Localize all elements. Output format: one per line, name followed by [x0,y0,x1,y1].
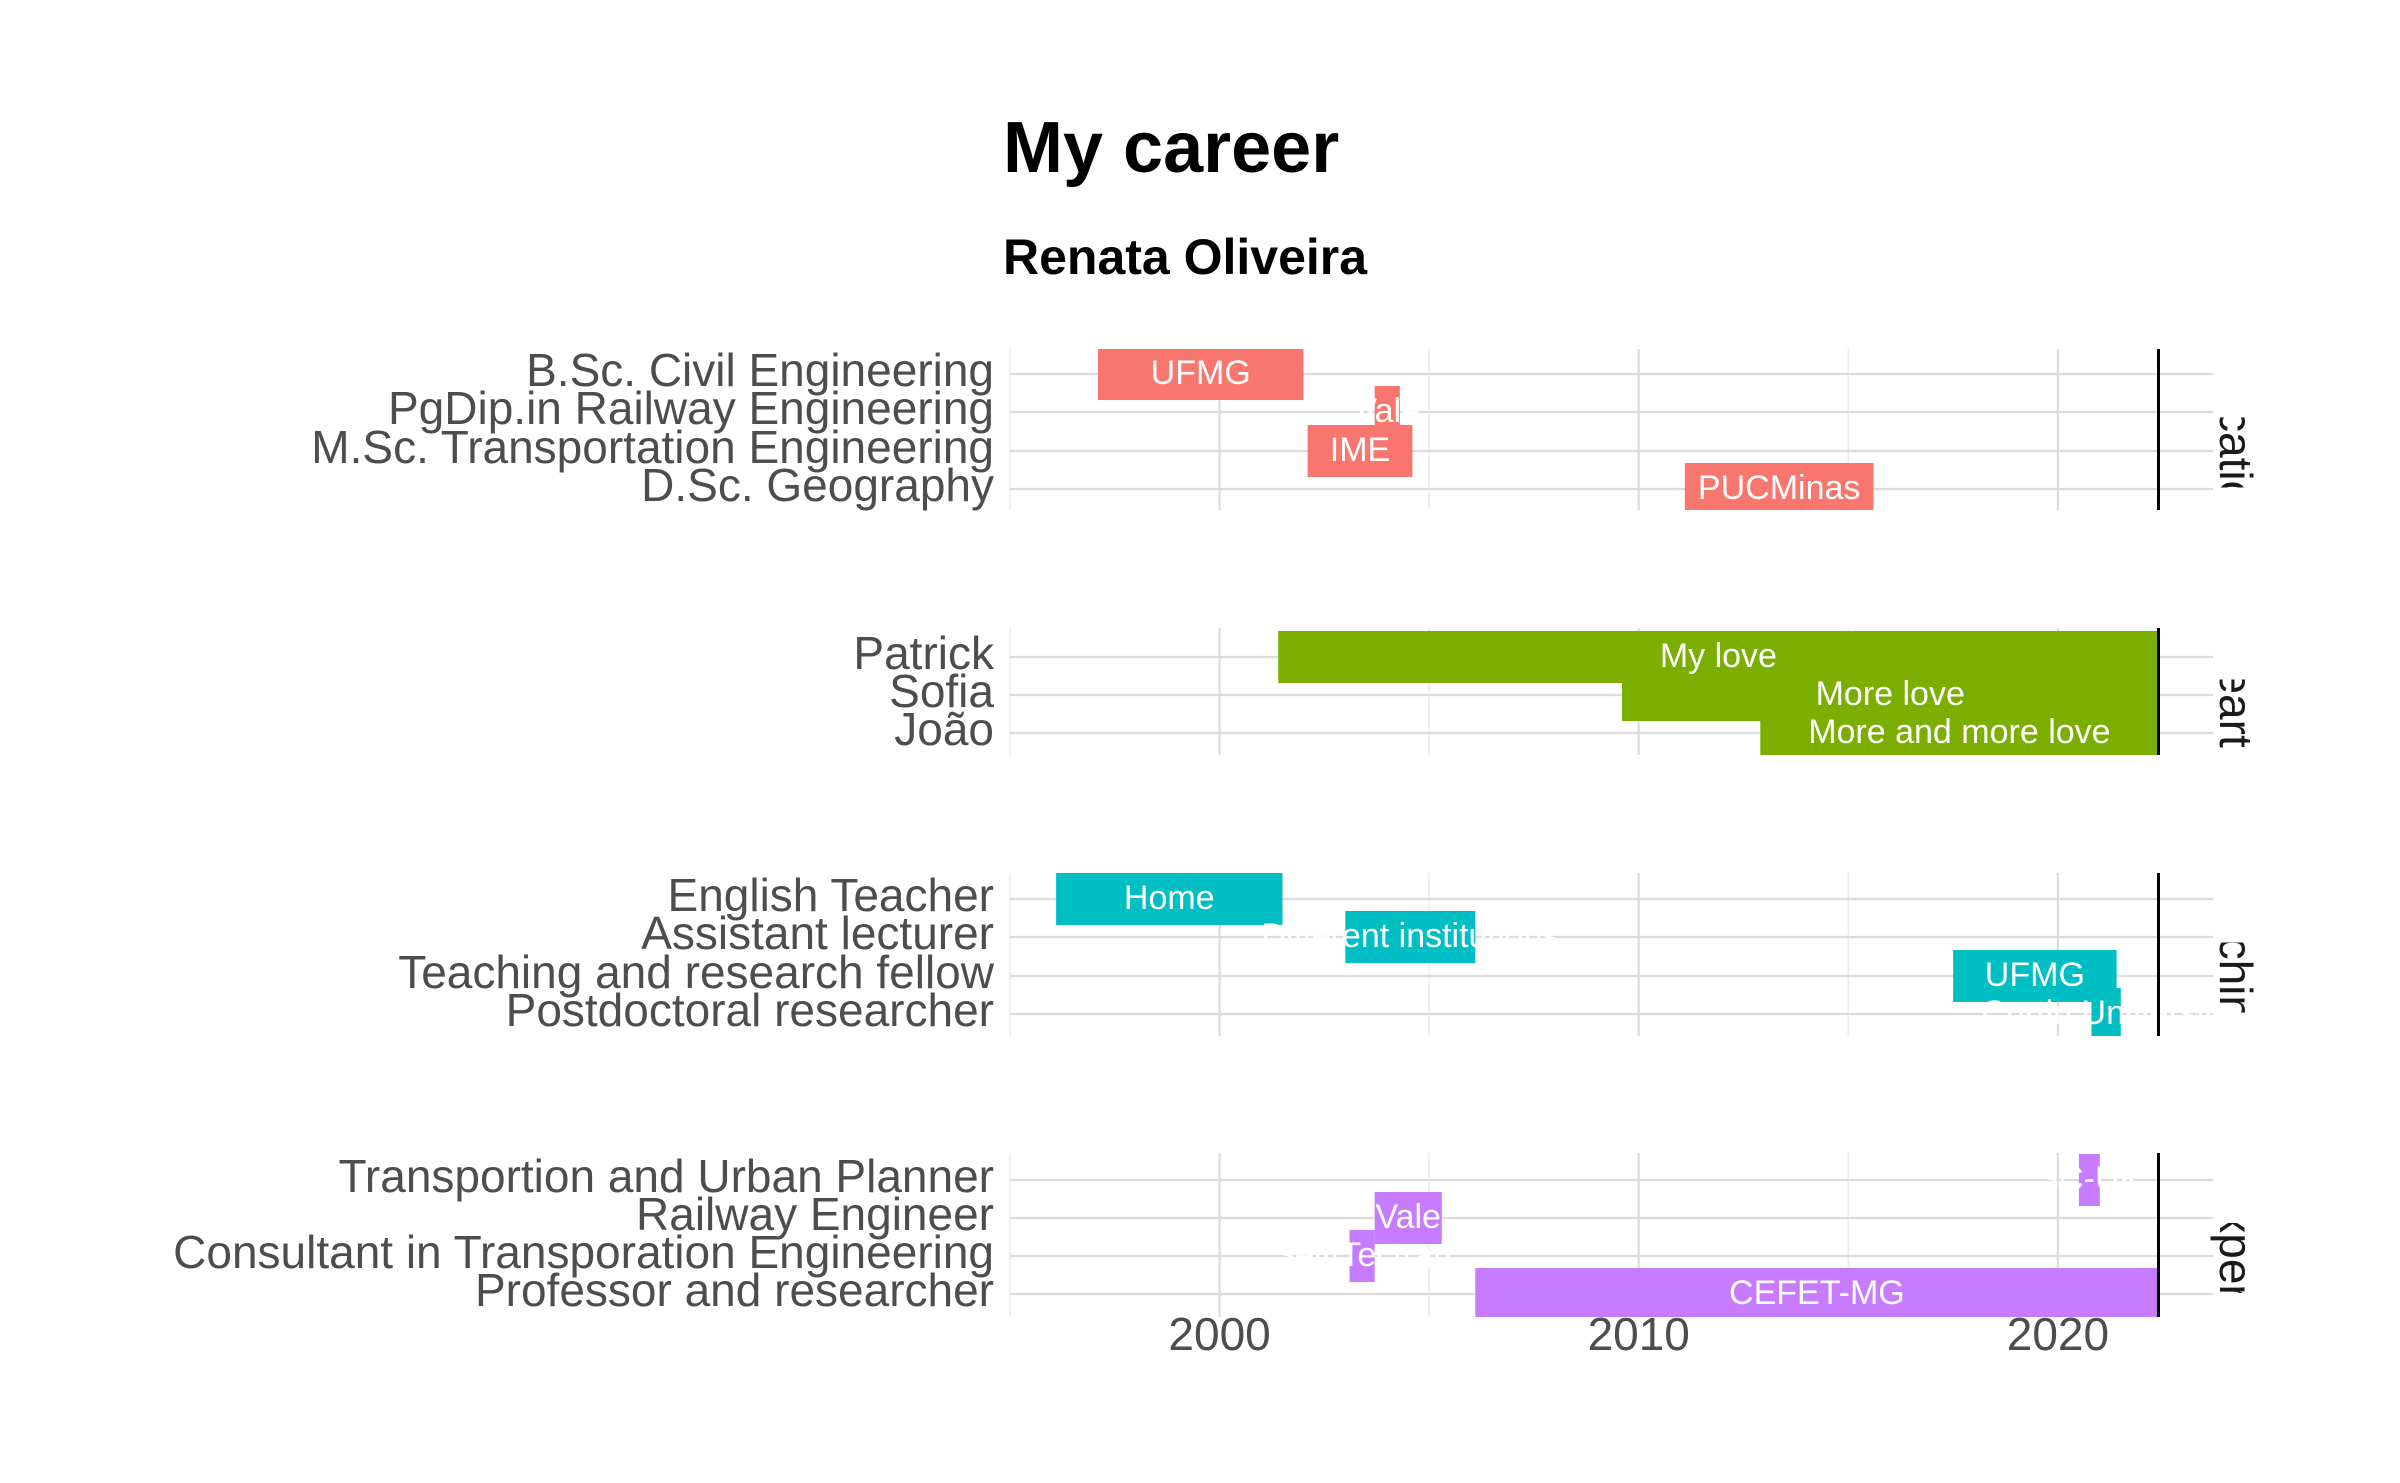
bar [1345,911,1476,963]
bar-label: UFMG [1985,956,2085,994]
category-label: M.Sc. Transportation Engineering [311,421,994,473]
strip-label: Teaching [2210,862,2262,1046]
bar [1349,1230,1375,1282]
bar-label: CEFET-MG [1729,1274,1905,1312]
bar-label: Vale [1354,392,1420,430]
strip-label: Education [2210,327,2262,532]
bar-label: My love [1660,637,1777,675]
category-label: PgDip.in Railway Engineering [388,382,994,434]
bar [2078,1154,2100,1206]
bar-label: More and more love [1808,713,2110,751]
chart-subtitle: Renata Oliveira [1003,229,1368,285]
bar [1684,463,1874,510]
bar-label: IME [1330,431,1390,469]
bar [1098,349,1304,400]
bar-label: Different institutions [1261,917,1559,955]
category-label: Transportion and Urban Planner [339,1150,994,1202]
category-label: English Teacher [668,869,994,921]
bar-label: SC-UK [2036,1160,2142,1198]
category-label: B.Sc. Civil Engineering [526,344,994,396]
bar-label: Curtin University [1981,994,2230,1032]
category-label: D.Sc. Geography [641,459,994,511]
x-tick-label: 2010 [1588,1308,1690,1360]
bar-label: Vale [1375,1198,1441,1236]
bar [1307,425,1413,477]
bar [2091,988,2121,1036]
category-label: Consultant in Transporation Engineering [173,1226,994,1278]
category-label: Professor and researcher [475,1264,994,1316]
category-label: Assistant lecturer [641,907,994,959]
bar-label: Home [1124,879,1215,917]
category-label: Postdoctoral researcher [506,984,994,1036]
bar-label: More love [1816,675,1965,713]
bar [1760,707,2159,755]
chart-title: My career [1003,108,1340,188]
bar-label: Self/Tectran [1272,1236,1452,1274]
category-label: Sofia [889,665,994,717]
category-label: Railway Engineer [636,1188,994,1240]
x-tick-label: 2000 [1168,1308,1270,1360]
bar [1953,950,2117,1002]
bar-label: UFMG [1151,354,1251,392]
category-label: Teaching and research fellow [398,946,995,998]
strip-label: Heart [2210,635,2262,748]
category-label: Patrick [853,627,995,679]
bar [1374,1192,1442,1244]
bar [1056,873,1283,925]
strip-label: Work Experience [2210,1060,2262,1409]
bar [1475,1268,2159,1317]
x-tick-label: 2020 [2007,1308,2109,1360]
bar-label: PUCMinas [1698,469,1860,507]
category-label: João [894,703,994,755]
